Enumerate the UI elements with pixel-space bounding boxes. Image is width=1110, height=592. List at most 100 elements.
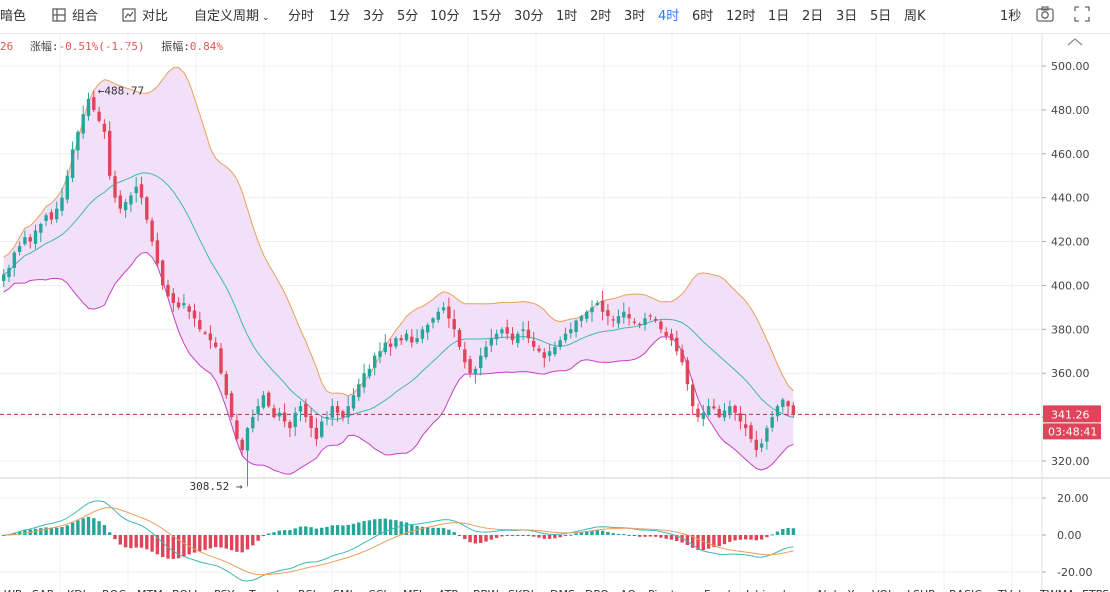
indicator-tab[interactable]: Fund xyxy=(704,588,731,592)
macd-histogram-bar xyxy=(150,535,154,552)
candle xyxy=(219,342,223,375)
indicator-tab[interactable]: PSY xyxy=(214,588,235,592)
macd-histogram-bar xyxy=(60,526,64,535)
macd-histogram-bar xyxy=(791,528,796,535)
indicator-tab[interactable]: VOL xyxy=(872,588,895,592)
indicator-tab[interactable]: TWMA xyxy=(1039,588,1075,592)
candle xyxy=(611,315,615,328)
indicator-tab[interactable]: ROC xyxy=(102,588,126,592)
indicator-tab[interactable]: AO xyxy=(620,588,636,592)
indicator-tab[interactable]: DPO xyxy=(585,588,609,592)
macd-histogram-bar xyxy=(129,535,133,549)
period-tab[interactable]: 5分 xyxy=(397,9,419,24)
candle xyxy=(97,106,101,123)
indicator-tab[interactable]: SAR xyxy=(32,588,55,592)
indicator-tab[interactable]: KDJ xyxy=(67,588,86,592)
indicator-tab[interactable]: ETPS xyxy=(1082,588,1109,592)
candle-body xyxy=(394,338,398,347)
combo-button[interactable]: 组合 xyxy=(52,0,98,34)
period-tab[interactable]: 30分 xyxy=(514,9,544,24)
macd-histogram-bar xyxy=(643,535,647,537)
indicator-tab[interactable]: AlphaX xyxy=(816,588,855,592)
period-tab[interactable]: 2时 xyxy=(590,9,612,24)
candle-body xyxy=(685,360,690,385)
indicator-tab[interactable]: TVol xyxy=(997,588,1021,592)
candle xyxy=(653,316,658,323)
candle-body xyxy=(479,355,483,369)
macd-histogram-bar xyxy=(346,524,350,535)
custom-period-dropdown[interactable]: 自定义周期 ⌄ xyxy=(194,9,270,24)
macd-histogram-bar xyxy=(39,528,43,535)
amplitude-label: 振幅: xyxy=(161,40,190,53)
period-tab[interactable]: 3时 xyxy=(624,9,646,24)
candle xyxy=(123,198,128,218)
indicator-tab[interactable]: WR xyxy=(4,588,23,592)
candle-body xyxy=(145,197,149,220)
candle-body xyxy=(473,368,478,375)
indicator-tab[interactable]: LSUR xyxy=(907,588,936,592)
period-tab[interactable]: 1日 xyxy=(768,9,790,24)
screenshot-button[interactable] xyxy=(1036,0,1060,34)
period-tab[interactable]: 3日 xyxy=(836,9,858,24)
candle xyxy=(712,398,716,411)
period-tab[interactable]: 分时 xyxy=(288,9,315,24)
candle-body xyxy=(102,123,107,132)
indicator-tab[interactable]: BBW xyxy=(473,588,499,592)
indicator-tab[interactable]: Trend xyxy=(248,588,279,592)
macd-panel xyxy=(2,500,796,582)
macd-histogram-bar xyxy=(500,535,504,537)
candle xyxy=(669,328,674,346)
period-tab[interactable]: 12时 xyxy=(726,9,756,24)
period-tab[interactable]: 2日 xyxy=(802,9,824,24)
candle-body xyxy=(203,332,207,334)
indicator-tab[interactable]: ATR xyxy=(438,588,459,592)
fullscreen-button[interactable] xyxy=(1074,0,1096,34)
period-tab[interactable]: 4时 xyxy=(658,9,680,24)
compare-button[interactable]: 对比 xyxy=(122,0,168,34)
candle xyxy=(388,338,393,356)
indicator-tab[interactable]: MTM xyxy=(137,588,163,592)
macd-histogram-bar xyxy=(182,535,186,557)
period-tab[interactable]: 1分 xyxy=(329,9,351,24)
candle xyxy=(102,119,107,139)
period-tab[interactable]: 1时 xyxy=(556,9,578,24)
indicator-tab[interactable]: MFI xyxy=(403,588,422,592)
refresh-interval-selector[interactable]: 1秒 xyxy=(1000,9,1022,24)
macd-histogram-bar xyxy=(102,525,107,535)
candle-body xyxy=(691,384,695,407)
theme-toggle-button[interactable]: 暗色 xyxy=(0,9,27,24)
candle-body xyxy=(754,439,758,451)
macd-histogram-bar xyxy=(224,535,228,549)
indicator-tab[interactable]: CCI xyxy=(368,588,387,592)
period-tab[interactable]: 5日 xyxy=(870,9,892,24)
macd-histogram-bar xyxy=(510,535,515,537)
period-tab[interactable]: 周K xyxy=(904,9,926,24)
candle-body xyxy=(298,406,303,412)
candle xyxy=(500,327,504,338)
indicator-tab[interactable]: BOLL xyxy=(172,588,201,592)
indicator-tab[interactable]: SMI xyxy=(333,588,353,592)
candle xyxy=(706,398,711,417)
indicator-tab[interactable]: Pivots xyxy=(648,588,681,592)
candle-body xyxy=(383,342,387,352)
indicator-tab[interactable]: DMS xyxy=(550,588,575,592)
candle xyxy=(791,402,796,418)
indicator-tab[interactable]: SKDJ xyxy=(508,588,534,592)
period-tab[interactable]: 15分 xyxy=(472,9,502,24)
candle xyxy=(86,92,91,121)
indicator-tab[interactable]: Ichimoku xyxy=(746,588,796,592)
macd-histogram-bar xyxy=(335,525,340,535)
candle-body xyxy=(150,220,154,242)
indicator-tab[interactable]: RSI xyxy=(298,588,316,592)
period-tab[interactable]: 6时 xyxy=(692,9,714,24)
candle xyxy=(436,307,440,323)
period-tab[interactable]: 3分 xyxy=(363,9,385,24)
period-tab[interactable]: 10分 xyxy=(430,9,460,24)
macd-histogram-bar xyxy=(532,535,536,537)
countdown-bg xyxy=(1043,423,1101,440)
candle-body xyxy=(547,351,552,356)
indicator-tab[interactable]: BASIC xyxy=(949,588,982,592)
macd-histogram-bar xyxy=(685,535,690,545)
candle xyxy=(28,234,32,249)
